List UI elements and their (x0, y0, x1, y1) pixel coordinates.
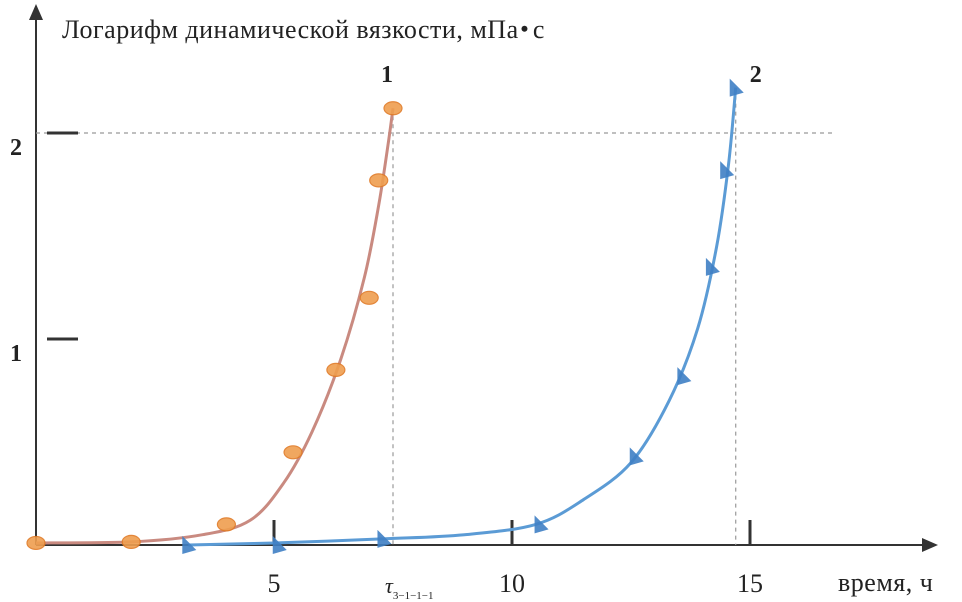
tau-symbol: τ (385, 573, 394, 598)
x-tick-label: 10 (499, 569, 525, 598)
data-point (283, 445, 303, 460)
x-tick-label: 5 (268, 569, 281, 598)
x-ticks: 5 10 15 (268, 520, 763, 598)
data-point (705, 257, 720, 276)
data-point (534, 515, 549, 534)
data-point (377, 529, 392, 548)
data-point (720, 161, 735, 180)
series-1: 1 (26, 62, 403, 551)
data-point (369, 173, 389, 188)
y-axis-arrow (29, 4, 43, 20)
tau-annotation: τ3−1−1−1 (385, 573, 434, 602)
series-line (188, 87, 738, 547)
data-point (326, 362, 346, 377)
series-label: 2 (750, 62, 762, 88)
data-point (677, 367, 692, 386)
x-axis-arrow (922, 538, 938, 552)
series-label: 1 (381, 62, 393, 88)
x-tick-label: 15 (737, 569, 763, 598)
data-point (272, 536, 287, 554)
data-point (121, 534, 141, 550)
y-axis-title: Логарифм динамической вязкости, мПа• с (62, 15, 545, 44)
y-ticks: 12 (10, 131, 78, 367)
x-axis-title: время, ч (838, 568, 933, 597)
data-point (26, 535, 46, 551)
y-tick-label: 1 (10, 341, 22, 367)
annotation-layer: τ3−1−1−1 (385, 573, 434, 602)
data-point (629, 447, 644, 466)
data-point (729, 78, 744, 97)
data-point (216, 517, 236, 532)
data-point (359, 290, 379, 305)
y-tick-label: 2 (10, 135, 22, 161)
tau-subscript: 3−1−1−1 (393, 590, 434, 602)
data-point (182, 536, 197, 554)
reference-lines (36, 87, 835, 545)
data-point (383, 101, 403, 116)
series-2: 2 (182, 62, 762, 554)
series-line (35, 108, 395, 545)
